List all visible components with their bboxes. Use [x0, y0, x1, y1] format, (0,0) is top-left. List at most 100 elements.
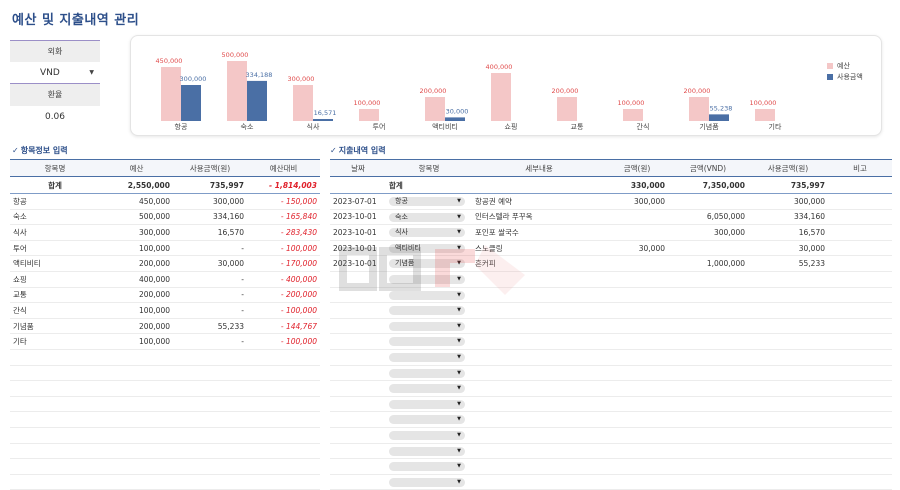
empty-cell[interactable] [606, 271, 668, 288]
empty-cell[interactable] [247, 365, 320, 382]
empty-cell[interactable] [668, 349, 748, 366]
empty-cell[interactable] [606, 474, 668, 490]
empty-cell[interactable] [668, 396, 748, 413]
category-budget[interactable]: 100,000 [100, 302, 173, 319]
empty-cell[interactable] [472, 443, 606, 460]
expense-krw[interactable]: 300,000 [606, 193, 668, 210]
empty-cell[interactable] [748, 271, 828, 288]
expense-krw[interactable] [606, 255, 668, 272]
empty-cell[interactable] [330, 287, 386, 304]
empty-cell[interactable] [606, 396, 668, 413]
empty-cell[interactable] [330, 411, 386, 428]
empty-cell[interactable] [748, 318, 828, 335]
category-dropdown[interactable]: 항공 ▼ [389, 197, 465, 207]
empty-cell[interactable] [828, 271, 892, 288]
category-dropdown[interactable]: ▼ [389, 415, 465, 425]
expense-vnd[interactable] [668, 240, 748, 257]
empty-cell[interactable] [173, 349, 247, 366]
empty-cell[interactable] [173, 474, 247, 490]
expense-krw[interactable] [606, 209, 668, 226]
category-budget[interactable]: 200,000 [100, 318, 173, 335]
category-dropdown[interactable]: 숙소 ▼ [389, 212, 465, 222]
expense-krw[interactable]: 30,000 [606, 240, 668, 257]
empty-cell[interactable] [668, 458, 748, 475]
category-dropdown[interactable]: 기념품 ▼ [389, 259, 465, 269]
category-dropdown[interactable]: ▼ [389, 430, 465, 440]
category-name[interactable]: 기념품 [10, 318, 100, 335]
category-budget[interactable]: 100,000 [100, 333, 173, 350]
empty-cell[interactable] [748, 427, 828, 444]
empty-cell[interactable] [828, 365, 892, 382]
empty-cell[interactable] [247, 458, 320, 475]
empty-cell[interactable] [828, 380, 892, 397]
category-name[interactable]: 투어 [10, 240, 100, 257]
empty-cell[interactable] [472, 396, 606, 413]
expense-detail[interactable]: 스노클링 [472, 240, 606, 257]
category-dropdown[interactable]: ▼ [389, 337, 465, 347]
empty-cell[interactable] [100, 427, 173, 444]
empty-cell[interactable] [668, 333, 748, 350]
category-name[interactable]: 액티비티 [10, 255, 100, 272]
empty-cell[interactable] [828, 474, 892, 490]
empty-cell[interactable] [100, 411, 173, 428]
empty-cell[interactable] [173, 458, 247, 475]
empty-cell[interactable] [606, 318, 668, 335]
empty-cell[interactable] [828, 333, 892, 350]
empty-cell[interactable] [472, 333, 606, 350]
expense-note[interactable] [828, 240, 892, 257]
empty-cell[interactable] [606, 427, 668, 444]
expense-note[interactable] [828, 224, 892, 241]
expense-note[interactable] [828, 255, 892, 272]
empty-cell[interactable] [247, 396, 320, 413]
expense-detail[interactable]: 인터스텔라 푸꾸옥 [472, 209, 606, 226]
empty-cell[interactable] [748, 365, 828, 382]
empty-cell[interactable] [100, 396, 173, 413]
category-budget[interactable]: 300,000 [100, 224, 173, 241]
empty-cell[interactable] [247, 443, 320, 460]
empty-cell[interactable] [828, 396, 892, 413]
category-dropdown[interactable]: ▼ [389, 306, 465, 316]
empty-cell[interactable] [472, 427, 606, 444]
empty-cell[interactable] [330, 318, 386, 335]
empty-cell[interactable] [100, 349, 173, 366]
empty-cell[interactable] [606, 365, 668, 382]
empty-cell[interactable] [10, 427, 100, 444]
expense-date[interactable]: 2023-10-01 [330, 224, 386, 241]
empty-cell[interactable] [330, 365, 386, 382]
category-name[interactable]: 식사 [10, 224, 100, 241]
empty-cell[interactable] [472, 458, 606, 475]
empty-cell[interactable] [100, 458, 173, 475]
category-dropdown[interactable]: ▼ [389, 477, 465, 487]
expense-date[interactable]: 2023-07-01 [330, 193, 386, 210]
empty-cell[interactable] [173, 411, 247, 428]
empty-cell[interactable] [668, 271, 748, 288]
category-name[interactable]: 간식 [10, 302, 100, 319]
expense-note[interactable] [828, 209, 892, 226]
category-name[interactable]: 항공 [10, 193, 100, 210]
category-dropdown[interactable]: ▼ [389, 384, 465, 394]
empty-cell[interactable] [173, 365, 247, 382]
empty-cell[interactable] [828, 427, 892, 444]
empty-cell[interactable] [668, 474, 748, 490]
expense-note[interactable] [828, 193, 892, 210]
empty-cell[interactable] [100, 365, 173, 382]
empty-cell[interactable] [330, 396, 386, 413]
expense-detail[interactable]: 포인포 쌀국수 [472, 224, 606, 241]
empty-cell[interactable] [10, 458, 100, 475]
expense-vnd[interactable] [668, 193, 748, 210]
empty-cell[interactable] [828, 443, 892, 460]
empty-cell[interactable] [173, 427, 247, 444]
empty-cell[interactable] [668, 287, 748, 304]
empty-cell[interactable] [10, 396, 100, 413]
empty-cell[interactable] [330, 333, 386, 350]
empty-cell[interactable] [330, 474, 386, 490]
expense-vnd[interactable]: 1,000,000 [668, 255, 748, 272]
empty-cell[interactable] [472, 287, 606, 304]
category-name[interactable]: 교통 [10, 287, 100, 304]
category-dropdown[interactable]: 식사 ▼ [389, 228, 465, 238]
category-dropdown[interactable]: ▼ [389, 275, 465, 285]
empty-cell[interactable] [748, 474, 828, 490]
empty-cell[interactable] [247, 474, 320, 490]
empty-cell[interactable] [748, 411, 828, 428]
empty-cell[interactable] [606, 333, 668, 350]
